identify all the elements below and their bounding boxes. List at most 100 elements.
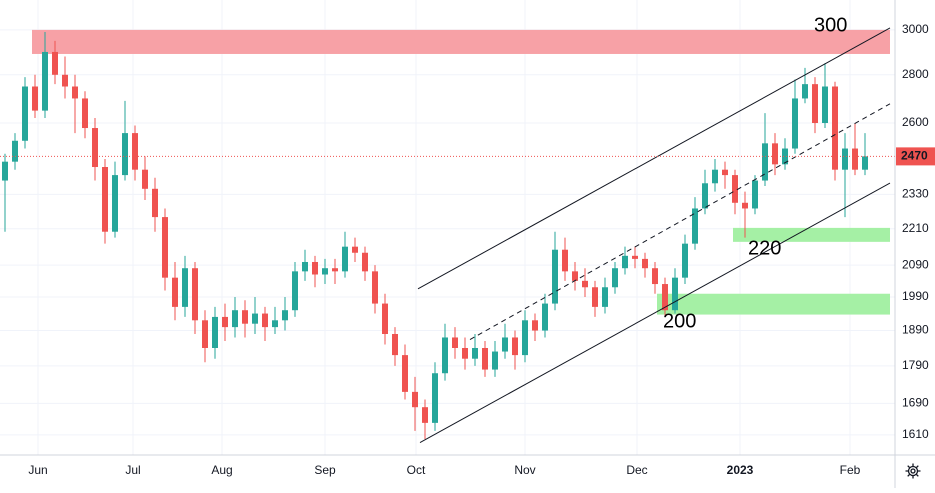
x-tick-label: Nov <box>514 463 535 477</box>
candle-body <box>282 310 288 321</box>
candle-body <box>42 51 48 111</box>
candle-body <box>732 175 738 203</box>
y-tick-label: 2330 <box>902 187 929 201</box>
candle-body <box>212 316 218 348</box>
last-price-box <box>896 147 935 166</box>
candle-body <box>642 258 648 269</box>
candle-body <box>222 316 228 328</box>
annotation: 300 <box>814 14 847 36</box>
candle-body <box>862 156 868 170</box>
candle-body <box>52 51 58 75</box>
candle-body <box>432 373 438 423</box>
candle-body <box>702 183 708 209</box>
x-tick-label: Jul <box>125 463 140 477</box>
candle-body <box>852 148 858 170</box>
candle-body <box>722 169 728 176</box>
candle-body <box>832 86 838 170</box>
zone <box>657 293 890 315</box>
candle-body <box>772 143 778 165</box>
candle-body <box>692 208 698 244</box>
candle-body <box>262 313 268 328</box>
candle-body <box>492 351 498 370</box>
candle-body <box>842 148 848 170</box>
candle-body <box>592 287 598 307</box>
x-tick-label: 2023 <box>727 463 754 477</box>
candle-body <box>162 217 168 278</box>
y-tick-label: 1890 <box>902 323 929 337</box>
candle-body <box>192 268 198 321</box>
candle-body <box>292 271 298 311</box>
x-tick-label: Feb <box>840 463 861 477</box>
x-tick-label: Oct <box>407 463 426 477</box>
y-tick-label: 2210 <box>902 221 929 235</box>
x-tick-label: Aug <box>211 463 232 477</box>
y-tick-label: 1690 <box>902 396 929 410</box>
candle-body <box>302 261 308 272</box>
candle-body <box>782 148 788 165</box>
candle-body <box>402 355 408 392</box>
candle-body <box>32 86 38 111</box>
candle-body <box>72 86 78 99</box>
candle-body <box>12 140 18 162</box>
candle-body <box>332 268 338 272</box>
candle-body <box>572 271 578 281</box>
candle-body <box>712 169 718 184</box>
candle-body <box>2 161 8 181</box>
candle-body <box>482 347 488 370</box>
candle-body <box>662 284 668 311</box>
candle-body <box>62 74 68 87</box>
candle-body <box>112 175 118 232</box>
y-tick-label: 2090 <box>902 257 929 271</box>
candle-body <box>632 255 638 259</box>
candle-body <box>472 347 478 359</box>
candle-body <box>252 313 258 324</box>
candle-body <box>132 133 138 170</box>
candle-body <box>612 268 618 288</box>
candle-body <box>742 202 748 209</box>
candle-body <box>242 310 248 324</box>
candle-body <box>802 84 808 99</box>
y-tick-label: 2800 <box>902 67 929 81</box>
trend-line <box>417 27 891 290</box>
candle-body <box>682 243 688 278</box>
candle-body <box>22 86 28 141</box>
zone <box>32 29 890 54</box>
candle-body <box>182 268 188 307</box>
candle-body <box>382 303 388 334</box>
candle-body <box>82 98 88 129</box>
candle-body <box>812 84 818 124</box>
candle-body <box>672 277 678 311</box>
y-tick-label: 1610 <box>902 427 929 441</box>
candle-body <box>792 98 798 149</box>
candle-body <box>272 320 278 328</box>
candle-body <box>322 268 328 275</box>
candle-body <box>442 337 448 374</box>
candle-body <box>532 320 538 331</box>
candle-body <box>392 333 398 356</box>
zone <box>733 227 890 242</box>
settings-icon[interactable] <box>905 463 921 479</box>
candle-body <box>822 86 828 124</box>
candle-body <box>622 255 628 269</box>
y-tick-label: 1990 <box>902 289 929 303</box>
candle-body <box>122 133 128 176</box>
candle-body <box>352 246 358 253</box>
y-tick-label: 3000 <box>902 22 929 36</box>
x-tick-label: Sep <box>314 463 336 477</box>
candle-body <box>412 391 418 408</box>
candle-body <box>462 347 468 359</box>
candle-body <box>92 128 98 168</box>
candle-body <box>342 246 348 272</box>
candle-body <box>752 180 758 209</box>
candle-body <box>452 337 458 348</box>
candle-body <box>202 320 208 348</box>
candle-body <box>102 167 108 232</box>
candle-body <box>152 188 158 218</box>
y-tick-label: 2600 <box>902 115 929 129</box>
candle-body <box>312 261 318 275</box>
candle-body <box>542 303 548 331</box>
annotation: 220 <box>748 237 781 259</box>
candle-body <box>522 320 528 356</box>
